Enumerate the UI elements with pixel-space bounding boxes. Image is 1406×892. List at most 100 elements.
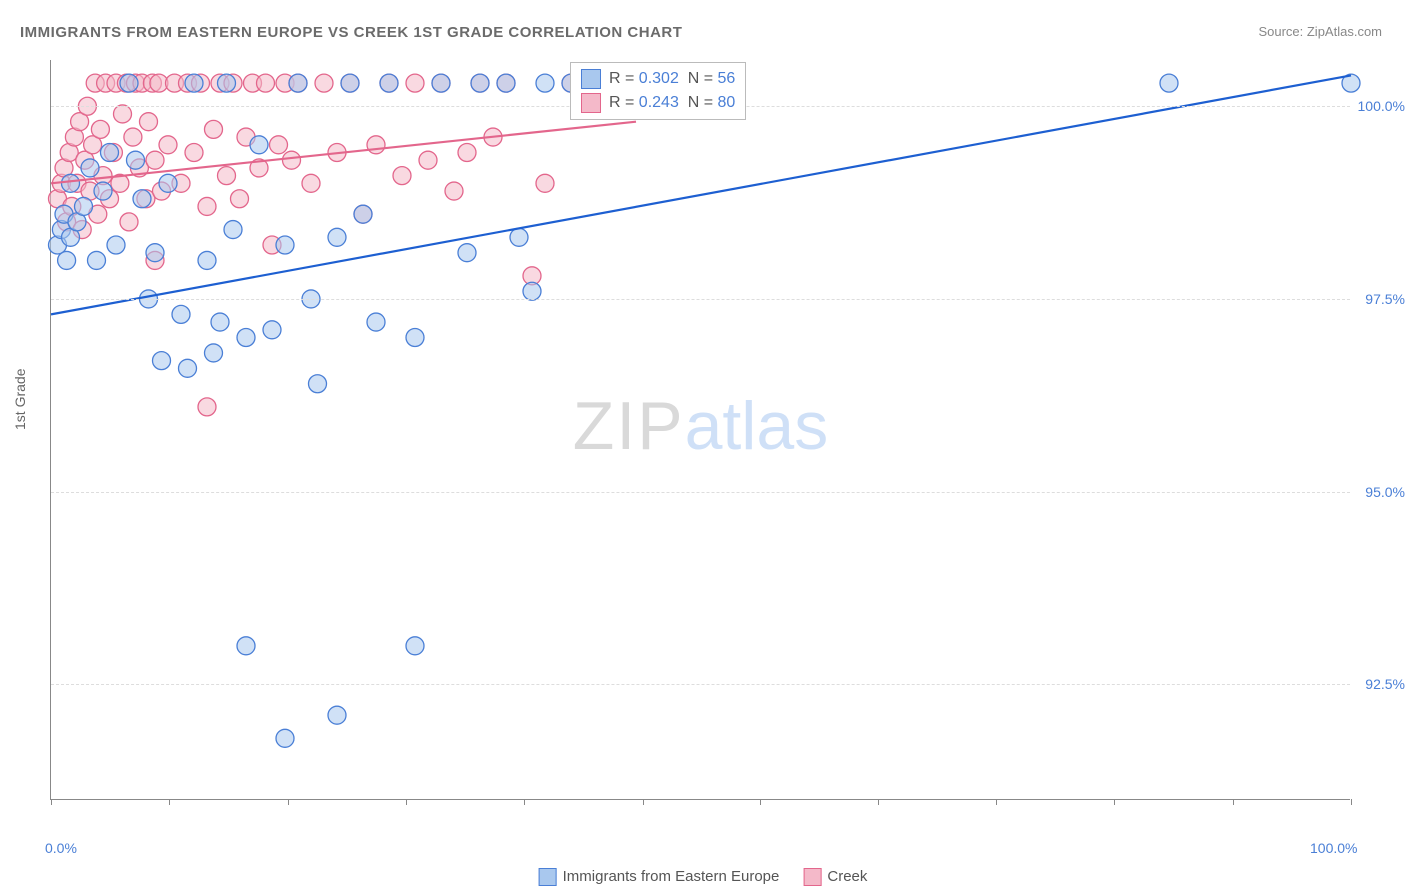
scatter-point bbox=[205, 120, 223, 138]
bottom-legend: Immigrants from Eastern Europe Creek bbox=[539, 868, 868, 886]
scatter-point bbox=[198, 398, 216, 416]
legend-swatch-series1 bbox=[581, 69, 601, 89]
scatter-point bbox=[94, 182, 112, 200]
scatter-point bbox=[205, 344, 223, 362]
scatter-point bbox=[120, 74, 138, 92]
chart-container: IMMIGRANTS FROM EASTERN EUROPE VS CREEK … bbox=[0, 0, 1406, 892]
scatter-point bbox=[231, 190, 249, 208]
scatter-point bbox=[101, 144, 119, 162]
legend-r1: 0.302 bbox=[639, 70, 679, 87]
scatter-point bbox=[75, 197, 93, 215]
scatter-point bbox=[153, 352, 171, 370]
x-tick bbox=[51, 799, 52, 805]
scatter-svg bbox=[51, 60, 1350, 799]
x-tick bbox=[288, 799, 289, 805]
x-tick bbox=[1114, 799, 1115, 805]
scatter-point bbox=[445, 182, 463, 200]
gridline bbox=[51, 492, 1350, 493]
scatter-point bbox=[88, 251, 106, 269]
scatter-point bbox=[471, 74, 489, 92]
scatter-point bbox=[309, 375, 327, 393]
scatter-point bbox=[497, 74, 515, 92]
scatter-point bbox=[289, 74, 307, 92]
legend-swatch-series2 bbox=[581, 93, 601, 113]
y-tick-label: 100.0% bbox=[1358, 98, 1405, 114]
bottom-legend-item: Immigrants from Eastern Europe bbox=[539, 868, 780, 886]
chart-title: IMMIGRANTS FROM EASTERN EUROPE VS CREEK … bbox=[20, 24, 682, 41]
scatter-point bbox=[315, 74, 333, 92]
bottom-legend-item: Creek bbox=[803, 868, 867, 886]
legend-swatch-series1-b bbox=[539, 868, 557, 886]
scatter-point bbox=[406, 74, 424, 92]
scatter-point bbox=[224, 221, 242, 239]
scatter-point bbox=[146, 244, 164, 262]
scatter-point bbox=[179, 359, 197, 377]
scatter-point bbox=[328, 228, 346, 246]
scatter-point bbox=[237, 637, 255, 655]
scatter-point bbox=[107, 236, 125, 254]
scatter-point bbox=[114, 105, 132, 123]
scatter-point bbox=[283, 151, 301, 169]
scatter-point bbox=[159, 174, 177, 192]
scatter-point bbox=[237, 329, 255, 347]
scatter-point bbox=[140, 113, 158, 131]
x-tick bbox=[996, 799, 997, 805]
scatter-point bbox=[120, 213, 138, 231]
scatter-point bbox=[198, 251, 216, 269]
scatter-point bbox=[536, 74, 554, 92]
scatter-point bbox=[172, 305, 190, 323]
scatter-point bbox=[406, 637, 424, 655]
x-tick bbox=[1351, 799, 1352, 805]
scatter-point bbox=[127, 151, 145, 169]
scatter-point bbox=[62, 174, 80, 192]
legend-row: R = 0.302 N = 56 bbox=[581, 67, 735, 91]
scatter-point bbox=[159, 136, 177, 154]
scatter-point bbox=[263, 321, 281, 339]
scatter-point bbox=[367, 313, 385, 331]
scatter-point bbox=[419, 151, 437, 169]
scatter-point bbox=[341, 74, 359, 92]
scatter-point bbox=[276, 236, 294, 254]
x-tick bbox=[1233, 799, 1234, 805]
x-tick bbox=[760, 799, 761, 805]
scatter-point bbox=[536, 174, 554, 192]
y-axis-label: 1st Grade bbox=[12, 369, 28, 430]
x-tick-label-right: 100.0% bbox=[1310, 840, 1357, 856]
scatter-point bbox=[211, 313, 229, 331]
scatter-point bbox=[58, 251, 76, 269]
legend-row: R = 0.243 N = 80 bbox=[581, 91, 735, 115]
legend-swatch-series2-b bbox=[803, 868, 821, 886]
scatter-point bbox=[302, 174, 320, 192]
gridline bbox=[51, 299, 1350, 300]
scatter-point bbox=[393, 167, 411, 185]
scatter-point bbox=[406, 329, 424, 347]
legend-n2: 80 bbox=[718, 94, 736, 111]
scatter-point bbox=[185, 74, 203, 92]
gridline bbox=[51, 684, 1350, 685]
scatter-point bbox=[367, 136, 385, 154]
scatter-point bbox=[1160, 74, 1178, 92]
scatter-point bbox=[133, 190, 151, 208]
x-tick-label-left: 0.0% bbox=[45, 840, 77, 856]
x-tick bbox=[169, 799, 170, 805]
scatter-point bbox=[328, 706, 346, 724]
scatter-point bbox=[380, 74, 398, 92]
x-tick bbox=[878, 799, 879, 805]
x-tick bbox=[406, 799, 407, 805]
scatter-point bbox=[270, 136, 288, 154]
scatter-point bbox=[81, 159, 99, 177]
scatter-point bbox=[218, 167, 236, 185]
y-tick-label: 92.5% bbox=[1365, 676, 1405, 692]
scatter-point bbox=[458, 144, 476, 162]
scatter-point bbox=[124, 128, 142, 146]
x-tick bbox=[524, 799, 525, 805]
scatter-point bbox=[250, 136, 268, 154]
scatter-point bbox=[218, 74, 236, 92]
scatter-point bbox=[458, 244, 476, 262]
plot-area: ZIPatlas 92.5%95.0%97.5%100.0% bbox=[50, 60, 1350, 800]
scatter-point bbox=[185, 144, 203, 162]
scatter-point bbox=[510, 228, 528, 246]
source-attribution: Source: ZipAtlas.com bbox=[1258, 24, 1382, 39]
scatter-point bbox=[257, 74, 275, 92]
x-tick bbox=[643, 799, 644, 805]
